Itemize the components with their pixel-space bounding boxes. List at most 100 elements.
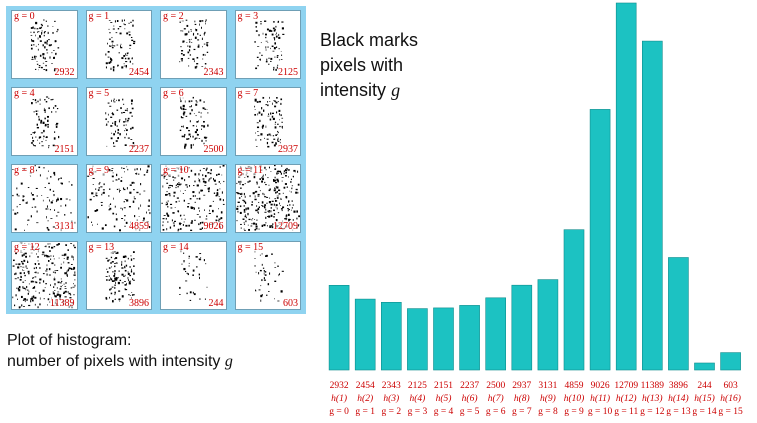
threshold-thumbnail: g = 3 2125 <box>234 10 301 79</box>
threshold-thumbnail: g = 13 3896 <box>85 241 152 310</box>
bar-value-label: 2454 <box>356 381 375 391</box>
black-pixel-marks <box>179 96 209 149</box>
thumbnail-g-label: g = 15 <box>237 242 264 253</box>
histogram-bar <box>720 352 741 371</box>
thumbnail-pixel-count: 2151 <box>54 144 75 155</box>
category-tick-label: g = 5 <box>460 407 480 417</box>
category-tick-label: g = 13 <box>666 407 691 417</box>
thumbnail-g-label: g = 4 <box>14 88 35 99</box>
category-tick-label: g = 9 <box>564 407 584 417</box>
caption-top-line2: pixels with <box>320 55 404 75</box>
bar-value-label: 2343 <box>382 381 401 391</box>
category-tick-label: g = 1 <box>355 407 375 417</box>
black-pixel-marks <box>253 20 284 71</box>
bin-label: h(5) <box>436 393 452 404</box>
black-pixel-marks <box>104 19 135 72</box>
histogram-bar <box>589 109 611 371</box>
thumbnail-pixel-count: 2125 <box>278 67 298 78</box>
bar-value-label: 3896 <box>669 381 688 391</box>
category-tick-label: g = 0 <box>329 407 349 417</box>
thumbnail-pixel-count: 2237 <box>129 144 149 155</box>
thumbnail-pixel-count: 11389 <box>49 298 75 309</box>
bin-label: h(3) <box>383 393 399 404</box>
category-tick-label: g = 2 <box>381 407 401 417</box>
bar-value-label: 603 <box>723 381 738 391</box>
black-pixel-marks <box>86 165 150 232</box>
caption-top-line3: intensity g <box>320 80 401 100</box>
histogram-bar <box>511 284 533 371</box>
bar-value-label: 244 <box>697 381 712 391</box>
category-tick-label: g = 12 <box>640 407 665 417</box>
category-tick-label: g = 7 <box>512 407 532 417</box>
histogram-bar <box>563 229 585 371</box>
black-pixel-marks <box>30 19 60 72</box>
threshold-thumbnail: g = 11 12709 <box>234 164 301 233</box>
bar-value-label: 9026 <box>591 381 610 391</box>
bar-value-label: 2151 <box>434 381 453 391</box>
thumbnail-g-label: g = 10 <box>163 165 189 176</box>
bin-label: h(14) <box>668 393 689 404</box>
thumbnail-pixel-count: 2937 <box>278 144 298 155</box>
thumbnail-g-label: g = 11 <box>237 165 263 176</box>
black-pixel-marks <box>104 98 135 148</box>
bin-label: h(11) <box>590 393 610 404</box>
black-pixel-marks <box>179 19 209 69</box>
histogram-bar <box>354 298 376 371</box>
thumbnail-pixel-count: 2454 <box>129 67 149 78</box>
bar-value-label: 12709 <box>614 381 638 391</box>
thumbnail-pixel-count: 2932 <box>54 67 75 78</box>
thumbnail-g-label: g = 14 <box>163 242 189 253</box>
bin-label: h(15) <box>694 393 715 404</box>
caption-histogram-plot: Plot of histogram: number of pixels with… <box>7 330 307 372</box>
category-tick-label: g = 8 <box>538 407 558 417</box>
bin-label: h(13) <box>642 393 663 404</box>
caption-top-line1: Black marks <box>320 30 419 50</box>
thumbnail-pixel-count: 2343 <box>203 67 224 78</box>
threshold-thumbnail: g = 5 2237 <box>85 87 152 156</box>
caption-top-var: g <box>391 80 401 100</box>
histogram-bar <box>459 305 480 371</box>
bin-label: h(9) <box>540 393 556 404</box>
thumbnail-g-label: g = 0 <box>14 11 35 22</box>
threshold-thumbnail: g = 8 3131 <box>11 164 78 233</box>
category-tick-label: g = 6 <box>486 407 506 417</box>
histogram-bar <box>328 284 350 371</box>
category-tick-label: g = 10 <box>588 407 613 417</box>
thumbnail-g-label: g = 5 <box>88 88 110 99</box>
threshold-thumbnail: g = 9 4859 <box>85 164 152 233</box>
bin-label: h(16) <box>720 393 741 404</box>
thumbnail-g-label: g = 13 <box>88 242 115 253</box>
category-tick-label: g = 3 <box>408 407 428 417</box>
bin-label: h(12) <box>616 393 637 404</box>
threshold-thumbnail: g = 0 2932 <box>11 10 78 79</box>
bar-value-label: 2937 <box>512 381 531 391</box>
thumbnail-pixel-count: 3131 <box>54 221 75 232</box>
thumbnail-pixel-count: 603 <box>283 298 298 309</box>
threshold-thumbnail-grid: g = 0 2932 g = 1 2454 g = 2 2343 g = 3 2125 g = … <box>6 6 306 314</box>
black-pixel-marks <box>30 96 60 149</box>
bar-value-label: 3131 <box>538 381 557 391</box>
bar-value-label: 2125 <box>408 381 427 391</box>
black-pixel-marks <box>253 96 283 148</box>
black-pixel-marks <box>253 250 284 302</box>
bar-value-label: 11389 <box>641 381 665 391</box>
thumbnail-g-label: g = 3 <box>237 11 259 22</box>
bar-value-label: 2500 <box>486 381 505 391</box>
threshold-thumbnail: g = 4 2151 <box>11 87 78 156</box>
thumbnail-g-label: g = 9 <box>88 165 110 176</box>
histogram-bar <box>380 301 402 371</box>
threshold-thumbnail: g = 10 9026 <box>160 164 227 233</box>
thumbnail-pixel-count: 4859 <box>129 221 149 232</box>
threshold-thumbnail: g = 2 2343 <box>160 10 227 79</box>
thumbnail-g-label: g = 1 <box>88 11 110 22</box>
thumbnail-g-label: g = 2 <box>163 11 184 22</box>
thumbnail-g-label: g = 7 <box>237 88 259 99</box>
category-tick-label: g = 11 <box>614 407 638 417</box>
caption-bottom-var: g <box>224 353 233 370</box>
bin-label: h(10) <box>564 393 585 404</box>
histogram-bar <box>615 2 637 371</box>
bin-label: h(2) <box>357 393 373 404</box>
category-tick-label: g = 4 <box>434 407 454 417</box>
histogram-bar <box>485 297 506 371</box>
threshold-thumbnail: g = 12 11389 <box>11 241 78 310</box>
